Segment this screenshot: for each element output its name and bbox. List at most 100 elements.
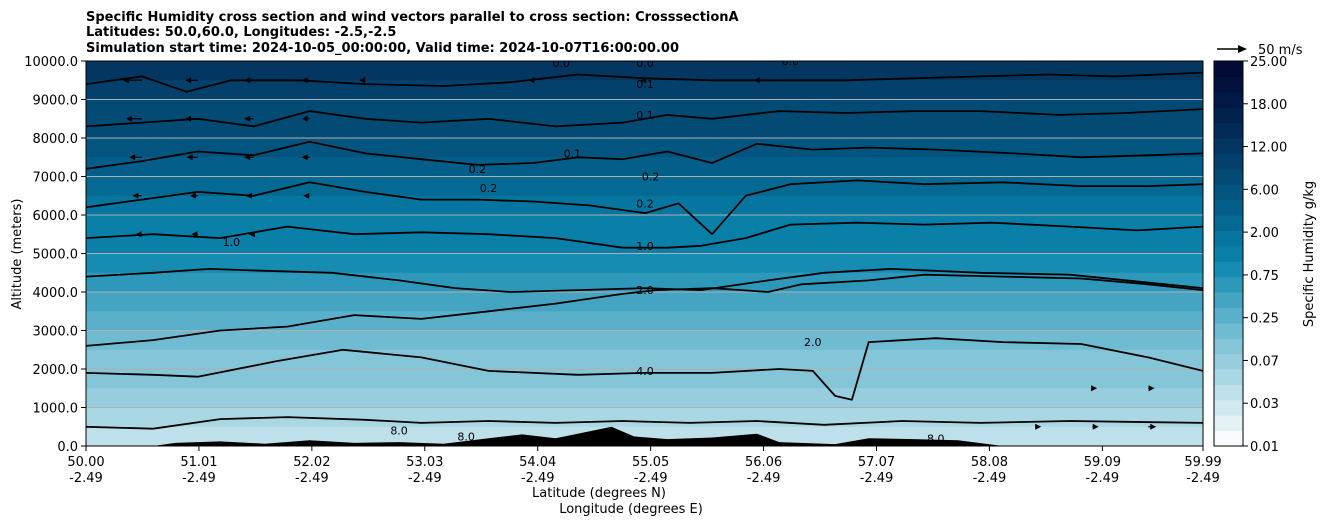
colorbar-swatch bbox=[1214, 369, 1243, 385]
wind-vector bbox=[135, 231, 142, 238]
wind-vector bbox=[186, 154, 198, 161]
x-tick-label-latitude: 56.06 bbox=[745, 455, 782, 470]
contour-label: 0.1 bbox=[564, 147, 582, 160]
colorbar-swatch bbox=[1214, 107, 1243, 124]
x-tick-label-latitude: 53.03 bbox=[406, 455, 443, 470]
humidity-band bbox=[86, 118, 1203, 139]
colorbar-swatch bbox=[1214, 292, 1243, 308]
x-tick-label-latitude: 57.07 bbox=[858, 455, 895, 470]
title-line-1: Specific Humidity cross section and wind… bbox=[86, 10, 739, 25]
wind-vector bbox=[1035, 423, 1042, 430]
humidity-band bbox=[86, 99, 1203, 120]
gridlines bbox=[86, 99, 1203, 408]
wind-vector bbox=[78, 77, 86, 83]
contour-label: 8.0 bbox=[927, 432, 945, 445]
wind-vector bbox=[132, 192, 142, 199]
humidity-band bbox=[86, 215, 1203, 236]
x-tick-label-latitude: 58.08 bbox=[971, 455, 1008, 470]
colorbar-swatch bbox=[1214, 245, 1243, 262]
wind-vector bbox=[248, 231, 255, 238]
wind-vector bbox=[301, 154, 310, 161]
contour-line bbox=[86, 71, 1203, 93]
humidity-band bbox=[86, 369, 1203, 390]
wind-vector bbox=[191, 231, 198, 238]
contour-label: 2.0 bbox=[636, 284, 654, 297]
x-tick-label-latitude: 59.99 bbox=[1184, 455, 1221, 470]
wind-vector bbox=[185, 115, 198, 122]
contour-label: 0.2 bbox=[469, 163, 487, 176]
chart-title: Specific Humidity cross section and wind… bbox=[86, 10, 739, 56]
wind-vector bbox=[1148, 385, 1155, 392]
colorbar-swatch bbox=[1214, 122, 1243, 139]
humidity-band bbox=[86, 253, 1203, 274]
y-tick-label: 0.0 bbox=[57, 440, 78, 455]
wind-reference-label: 50 m/s bbox=[1258, 43, 1303, 58]
x-tick-label-longitude: -2.49 bbox=[408, 471, 442, 486]
wind-vector bbox=[185, 77, 198, 84]
x-tick-label-longitude: -2.49 bbox=[295, 471, 329, 486]
wind-vector bbox=[301, 77, 310, 84]
colorbar-swatch bbox=[1214, 322, 1243, 339]
colorbar-swatch bbox=[1214, 384, 1243, 401]
wind-vector bbox=[640, 77, 647, 84]
wind-vector bbox=[753, 77, 760, 84]
colorbar-swatch bbox=[1214, 91, 1243, 108]
wind-vector bbox=[125, 115, 142, 122]
contour-line bbox=[86, 108, 1203, 128]
colorbar-swatch bbox=[1214, 61, 1243, 77]
colorbar-tick-label: 12.00 bbox=[1250, 141, 1287, 156]
humidity-band bbox=[86, 292, 1203, 313]
colorbar-swatch bbox=[1214, 153, 1243, 170]
colorbar-tick-label: 0.25 bbox=[1250, 312, 1279, 327]
x-tick-label-longitude: -2.49 bbox=[69, 471, 103, 486]
x-tick-label-longitude: -2.49 bbox=[182, 471, 216, 486]
y-tick-label: 8000.0 bbox=[33, 132, 79, 147]
wind-vector bbox=[122, 77, 142, 84]
x-axis-label-line-1: Latitude (degrees N) bbox=[532, 486, 666, 501]
colorbar-label: Specific Humidity g/kg bbox=[1302, 181, 1317, 327]
contour-label: 0.2 bbox=[480, 182, 498, 195]
contour-label: 0.0 bbox=[552, 57, 570, 70]
colorbar-swatch bbox=[1214, 168, 1243, 185]
colorbar-frame bbox=[1213, 60, 1244, 447]
terrain bbox=[86, 426, 1203, 446]
wind-vector bbox=[244, 115, 254, 122]
x-tick-label-latitude: 50.00 bbox=[67, 455, 104, 470]
wind-vectors bbox=[78, 77, 1157, 430]
y-tick-label: 7000.0 bbox=[33, 171, 79, 186]
x-tick-label-longitude: -2.49 bbox=[747, 471, 781, 486]
plot-area: 0.0 0.0 0.0 0.1 0.1 0.1 0.2 0.2 0.2 0.2 1.0 1.0 2.0 4… bbox=[78, 55, 1203, 446]
contour-line bbox=[86, 416, 1203, 430]
colorbar-tick-label: 6.00 bbox=[1250, 183, 1279, 198]
wind-vector bbox=[244, 77, 254, 84]
contour-label: 0.0 bbox=[636, 57, 654, 70]
contour-label: 0.1 bbox=[636, 78, 654, 91]
wind-vector bbox=[303, 192, 310, 199]
x-tick-label-latitude: 59.09 bbox=[1084, 455, 1121, 470]
y-tick-label: 1000.0 bbox=[33, 402, 79, 417]
colorbar bbox=[1214, 61, 1243, 447]
humidity-band bbox=[86, 349, 1203, 370]
colorbar-ticks: 0.01 0.03 0.07 0.25 0.75 2.00 6.00 12.00 18.00 25… bbox=[1243, 55, 1287, 455]
x-tick-label-longitude: -2.49 bbox=[860, 471, 894, 486]
colorbar-swatch bbox=[1214, 76, 1243, 93]
humidity-band bbox=[86, 157, 1203, 178]
title-line-3: Simulation start time: 2024-10-05_00:00:… bbox=[86, 41, 679, 56]
colorbar-tick-label: 0.03 bbox=[1250, 397, 1279, 412]
wind-reference-key: 50 m/s bbox=[1217, 43, 1303, 58]
x-tick-label-longitude: -2.49 bbox=[634, 471, 668, 486]
y-tick-label: 2000.0 bbox=[33, 363, 79, 378]
colorbar-swatch bbox=[1214, 353, 1243, 370]
colorbar-tick-label: 25.00 bbox=[1250, 55, 1287, 70]
contour-label: 0.0 bbox=[782, 55, 800, 68]
y-tick-label: 10000.0 bbox=[24, 55, 78, 70]
x-axis-ticks: 50.00-2.4951.01-2.4952.02-2.4953.03-2.49… bbox=[67, 446, 1222, 486]
x-tick-label-longitude: -2.49 bbox=[521, 471, 555, 486]
wind-vector bbox=[129, 154, 142, 161]
colorbar-swatch bbox=[1214, 399, 1243, 416]
contour-lines bbox=[86, 71, 1203, 430]
contour-label: 8.0 bbox=[390, 425, 408, 438]
colorbar-tick-label: 18.00 bbox=[1250, 98, 1287, 113]
title-line-2: Latitudes: 50.0,60.0, Longitudes: -2.5,-… bbox=[86, 25, 396, 40]
